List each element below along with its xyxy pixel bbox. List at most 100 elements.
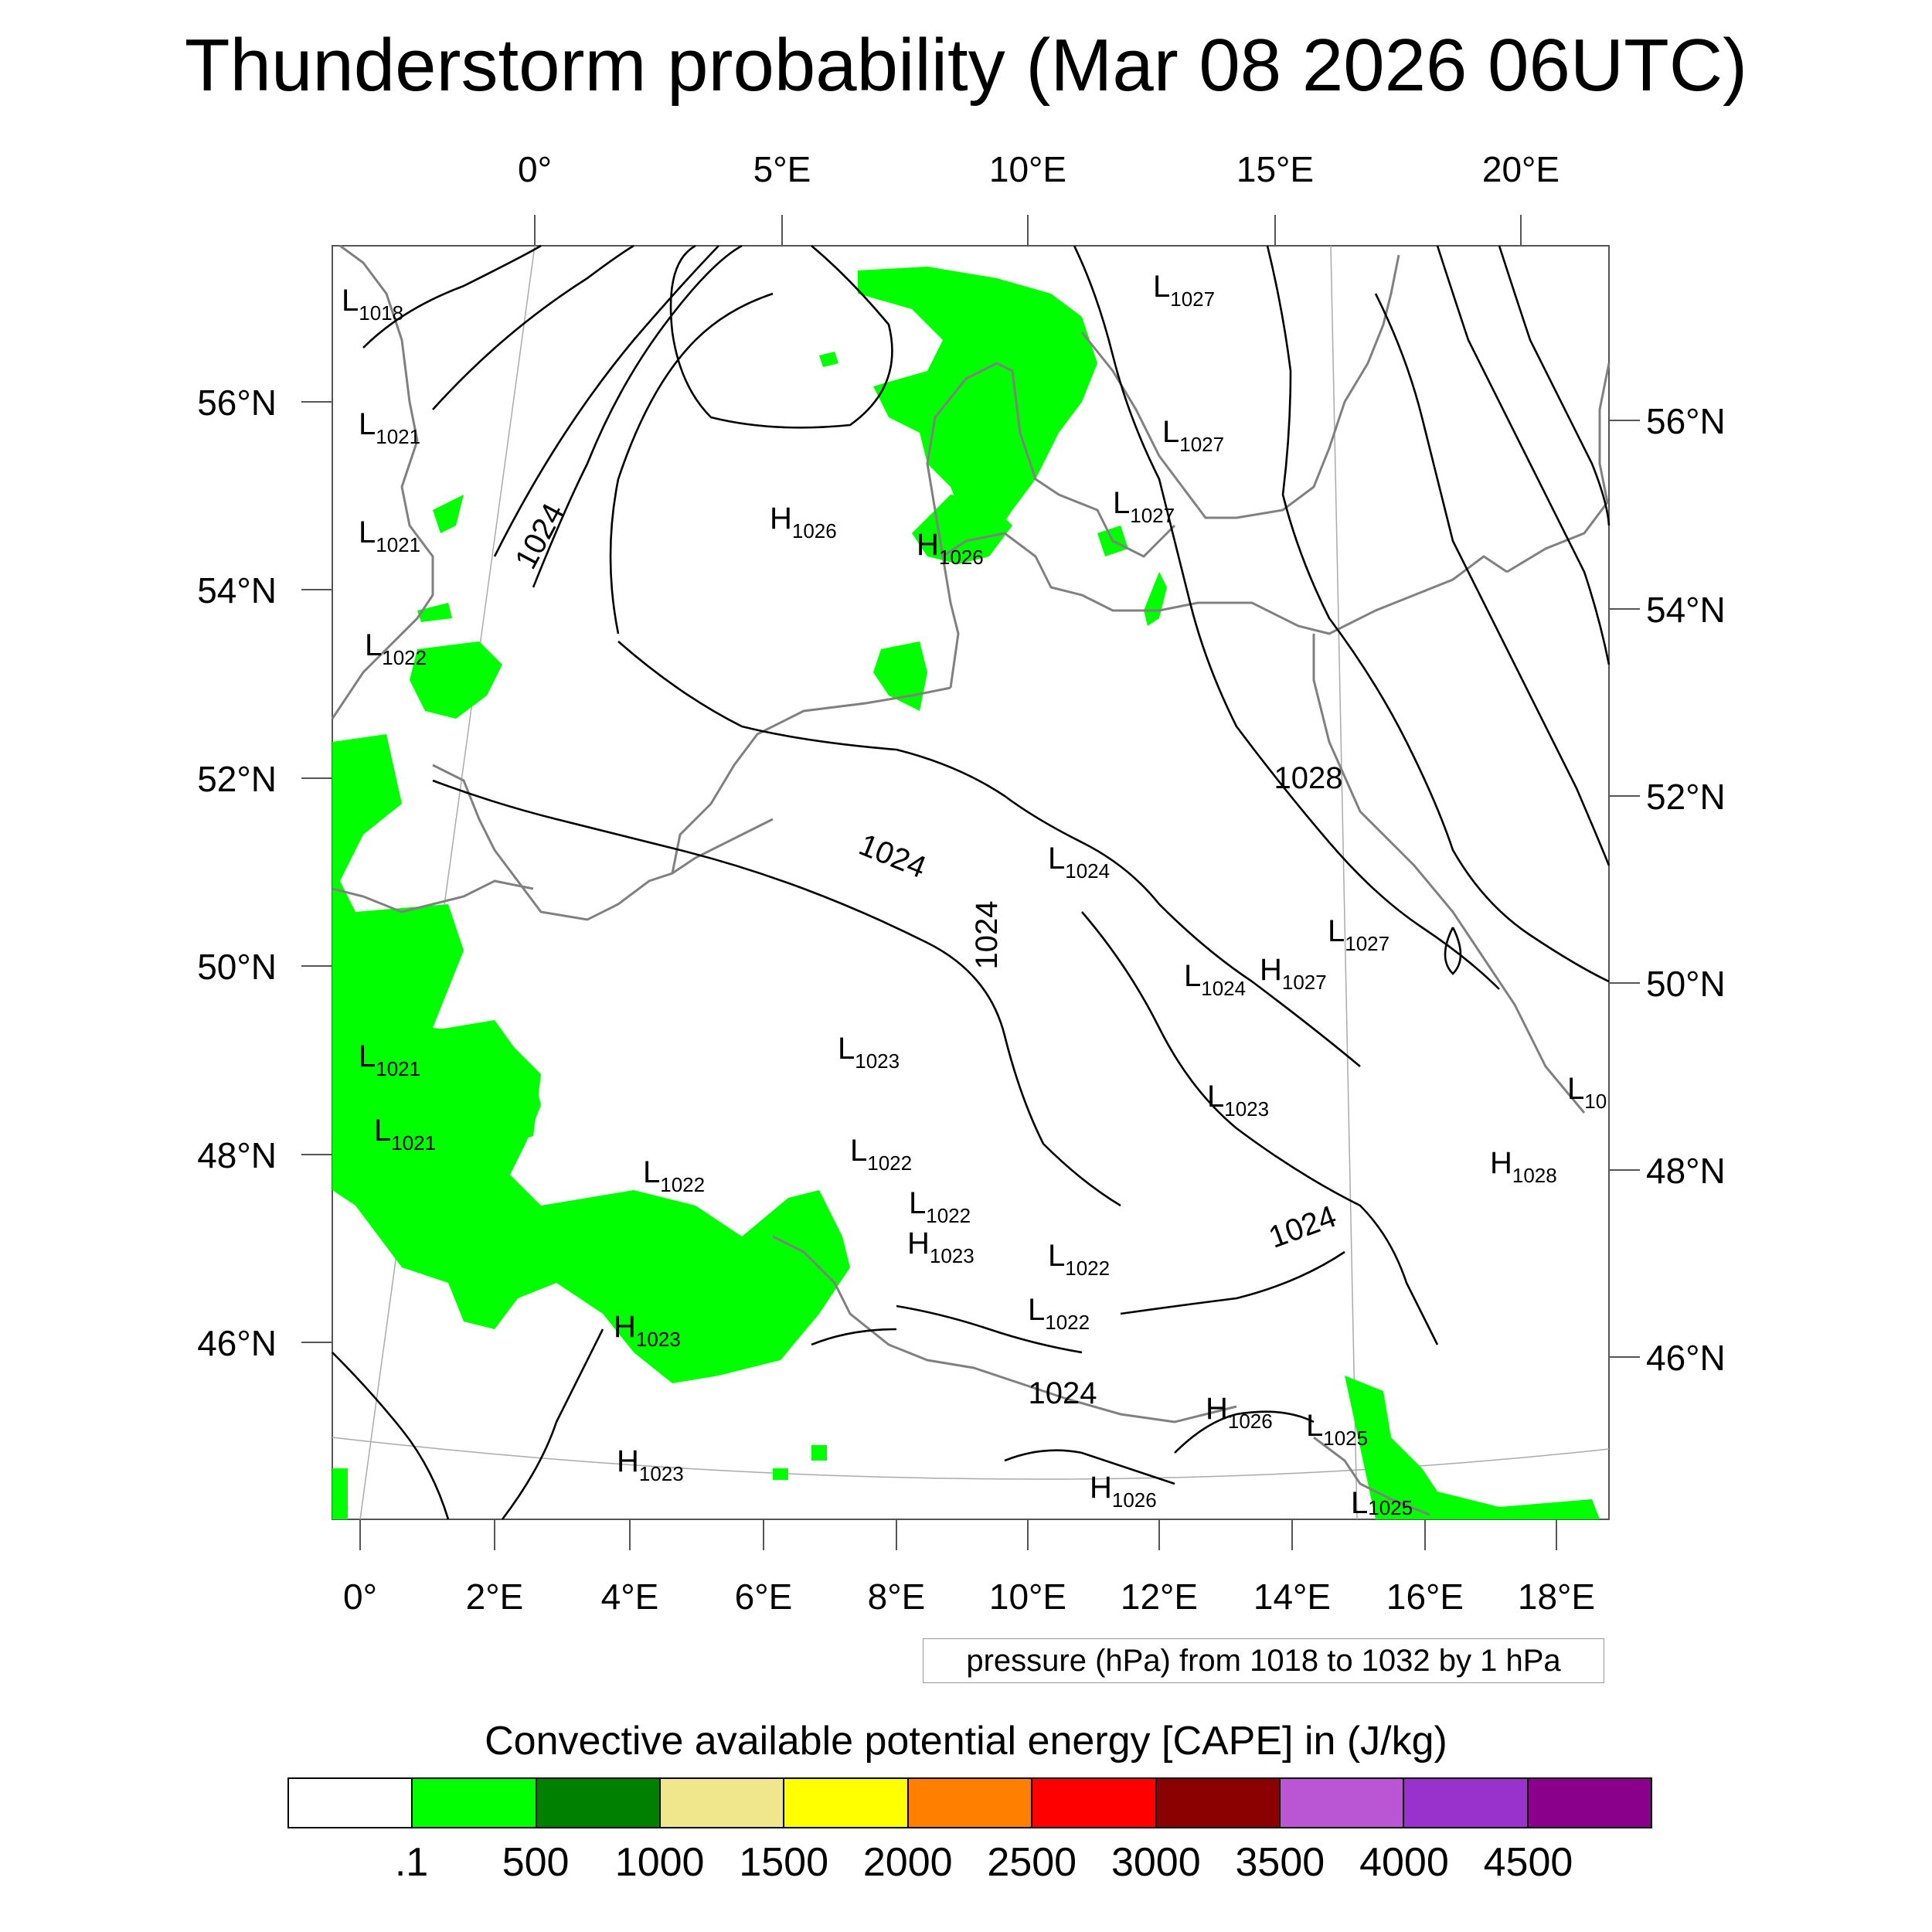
colorbar-labels: .1 500 1000 1500 2000 2500 3000 3500 4000 4500	[0, 1839, 1932, 1893]
uk-coastline	[331, 244, 434, 719]
pressure-center: L1022	[1048, 1239, 1110, 1280]
cape-area-alps-spots	[773, 1445, 827, 1480]
pressure-centers: L1018 L1021 L1021 L1022 L1021 L1021 L102…	[342, 270, 1607, 1520]
cape-area-uk-east	[410, 641, 502, 719]
isobar-line	[811, 1328, 897, 1346]
east-border	[1312, 634, 1586, 1114]
sweden-coast	[1080, 254, 1400, 519]
isobar-line	[617, 641, 1361, 1067]
pressure-center: H1026	[917, 528, 984, 569]
isobar-value-label: 1024	[970, 901, 1004, 970]
colorbar-swatch	[908, 1779, 1033, 1827]
pressure-center: L1021	[374, 1114, 436, 1155]
pressure-center: L1021	[359, 407, 420, 448]
cape-area-uk-south	[417, 603, 452, 622]
netherlands-coast	[671, 686, 951, 874]
cape-area-netherlands-sea	[873, 641, 927, 711]
top-lon-label: 5°E	[753, 149, 811, 189]
pressure-center: L1021	[359, 1039, 420, 1080]
left-lat-label: 52°N	[197, 759, 277, 799]
isobar-line	[1174, 1410, 1315, 1454]
isobar-line	[532, 244, 743, 588]
isobar-line	[432, 244, 634, 410]
bottom-lon-label: 0°	[343, 1577, 377, 1617]
parallel-line	[332, 1437, 1610, 1480]
pressure-center: L1022	[850, 1134, 912, 1175]
cape-area-baltic	[1144, 572, 1167, 626]
isobar-line	[1436, 245, 1611, 665]
baltic-coast	[1506, 362, 1611, 573]
isobar-line	[493, 245, 719, 557]
isobar-line	[669, 244, 893, 429]
cape-area-north-sea	[858, 267, 1097, 533]
pressure-center: L1027	[1153, 270, 1215, 311]
cape-areas	[332, 267, 1600, 1519]
channel-coast	[432, 764, 774, 921]
colorbar-swatch	[289, 1779, 413, 1827]
bottom-lon-label: 4°E	[601, 1577, 659, 1617]
colorbar-label: 500	[502, 1840, 570, 1885]
left-lat-label: 50°N	[197, 947, 277, 987]
right-lat-labels: 56°N 54°N 52°N 50°N 48°N 46°N	[1646, 401, 1726, 1378]
isobar-line	[1004, 1449, 1175, 1485]
axis-ticks	[301, 215, 1640, 1550]
right-lat-label: 56°N	[1646, 401, 1726, 441]
pressure-center: L1023	[838, 1032, 900, 1073]
meridian-line	[1330, 245, 1358, 1520]
pressure-center: L1022	[643, 1155, 705, 1196]
isobar-value-label: 1024	[1029, 1376, 1097, 1410]
isobar-value-label: 1028	[1274, 761, 1343, 795]
colorbar-swatch	[1156, 1779, 1281, 1827]
isobar-line	[1073, 245, 1500, 990]
pressure-center: L1018	[342, 284, 403, 325]
cape-colorbar	[287, 1777, 1652, 1828]
left-lat-label: 54°N	[197, 570, 277, 611]
colorbar-swatch	[1032, 1779, 1157, 1827]
graticule	[332, 245, 1610, 1520]
pressure-center: L1022	[909, 1186, 971, 1227]
isobar-line	[609, 292, 774, 634]
colorbar-label: 1000	[614, 1840, 705, 1885]
pressure-center: L1025	[1306, 1409, 1368, 1450]
bottom-lon-label: 14°E	[1253, 1577, 1331, 1617]
pressure-center: L1027	[1113, 486, 1175, 527]
isobar-line	[1266, 245, 1610, 983]
colorbar-label: 3500	[1235, 1840, 1325, 1885]
pressure-center: L10	[1567, 1072, 1607, 1113]
cape-area-uk-coast	[433, 495, 464, 533]
right-lat-label: 46°N	[1646, 1338, 1726, 1378]
adriatic-coast	[1313, 1436, 1430, 1516]
colorbar-swatch	[1280, 1779, 1405, 1827]
colorbar-label: .1	[394, 1840, 429, 1885]
pressure-center: H1023	[907, 1226, 975, 1267]
pressure-center: L1025	[1351, 1486, 1413, 1520]
cape-area-adriatic	[1345, 1376, 1600, 1519]
pressure-note: pressure (hPa) from 1018 to 1032 by 1 hP…	[923, 1638, 1604, 1683]
pressure-center: H1028	[1490, 1146, 1557, 1187]
cape-area-france	[332, 1020, 850, 1383]
pressure-center: L1027	[1328, 914, 1389, 955]
colorbar-label: 4500	[1483, 1840, 1573, 1885]
alps-border	[772, 1235, 1237, 1423]
isobar-line	[501, 1328, 604, 1520]
isobar-line	[1120, 1250, 1345, 1315]
cape-area-southwest	[332, 1468, 348, 1519]
cape-area-denmark	[912, 495, 1012, 564]
colorbar-swatch	[1528, 1779, 1651, 1827]
pressure-center: H1026	[1090, 1471, 1157, 1512]
bottom-lon-label: 12°E	[1121, 1577, 1198, 1617]
pressure-center: L1021	[359, 515, 420, 556]
left-lat-labels: 56°N 54°N 52°N 50°N 48°N 46°N	[197, 383, 277, 1363]
top-lon-label: 0°	[518, 149, 552, 189]
colorbar-swatch	[784, 1779, 909, 1827]
chart-title: Thunderstorm probability (Mar 08 2026 06…	[184, 24, 1748, 107]
top-lon-label: 20°E	[1482, 149, 1560, 189]
isobar-line	[896, 1304, 1083, 1354]
left-lat-label: 46°N	[197, 1323, 277, 1363]
top-lon-label: 10°E	[989, 149, 1066, 189]
colorbar-title: Convective available potential energy [C…	[485, 1719, 1447, 1764]
bottom-lon-label: 8°E	[868, 1577, 926, 1617]
colorbar-swatch	[661, 1779, 785, 1827]
isobar-line	[1444, 927, 1462, 975]
bottom-lon-label: 18°E	[1518, 1577, 1595, 1617]
